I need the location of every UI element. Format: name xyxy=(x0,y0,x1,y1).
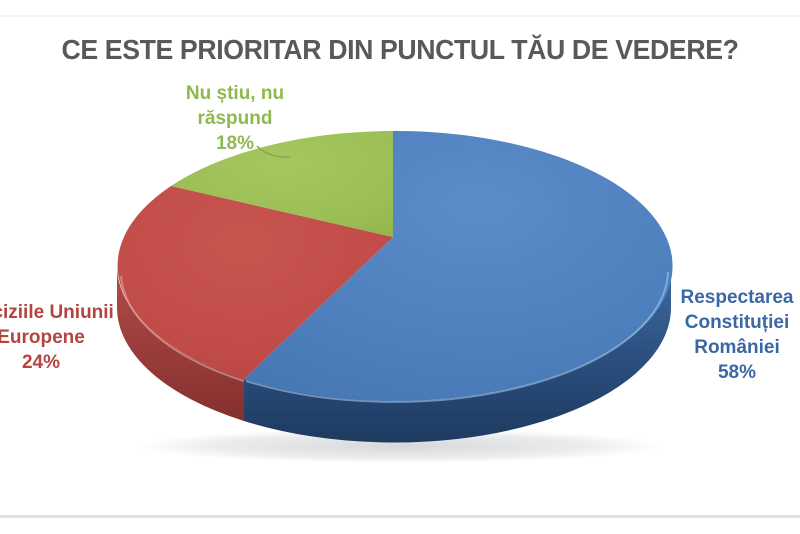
slice-label-line: Constituției xyxy=(684,312,790,333)
pie-slice-deciziile-uniunii xyxy=(117,186,393,379)
top-divider-line xyxy=(0,15,800,17)
slice-label-deciziile: Deciziile Uniunii Europene 24% xyxy=(0,300,131,375)
pie-side-blue xyxy=(244,266,671,443)
rim-highlight-blue xyxy=(245,271,669,403)
pie-slice-nu-stiu xyxy=(171,131,393,237)
pie-slice-respectarea-constitutiei xyxy=(244,130,673,401)
slice-label-line: României xyxy=(694,337,780,358)
pie-side-red xyxy=(117,266,244,421)
bottom-divider-line xyxy=(0,515,800,518)
rim-highlight-red xyxy=(120,275,245,382)
slice-label-line: răspund xyxy=(197,108,273,129)
slice-label-respectarea: Respectarea Constituției României 58% xyxy=(657,285,800,385)
chart-title: CE ESTE PRIORITAR DIN PUNCTUL TĂU DE VED… xyxy=(61,34,739,65)
slice-label-line: Respectarea xyxy=(680,287,794,308)
slice-label-line: Nu știu, nu xyxy=(185,83,285,104)
slice-label-nu-stiu: Nu știu, nu răspund 18% xyxy=(155,81,315,156)
slice-label-percent: 24% xyxy=(21,352,61,373)
slice-label-percent: 58% xyxy=(717,362,757,383)
slice-label-line: Europene xyxy=(0,327,85,348)
pie-floor-shadow xyxy=(138,429,662,463)
slice-label-percent: 18% xyxy=(215,133,255,154)
slice-label-line: Deciziile Uniunii xyxy=(0,302,114,323)
leader-line-green xyxy=(256,145,292,158)
